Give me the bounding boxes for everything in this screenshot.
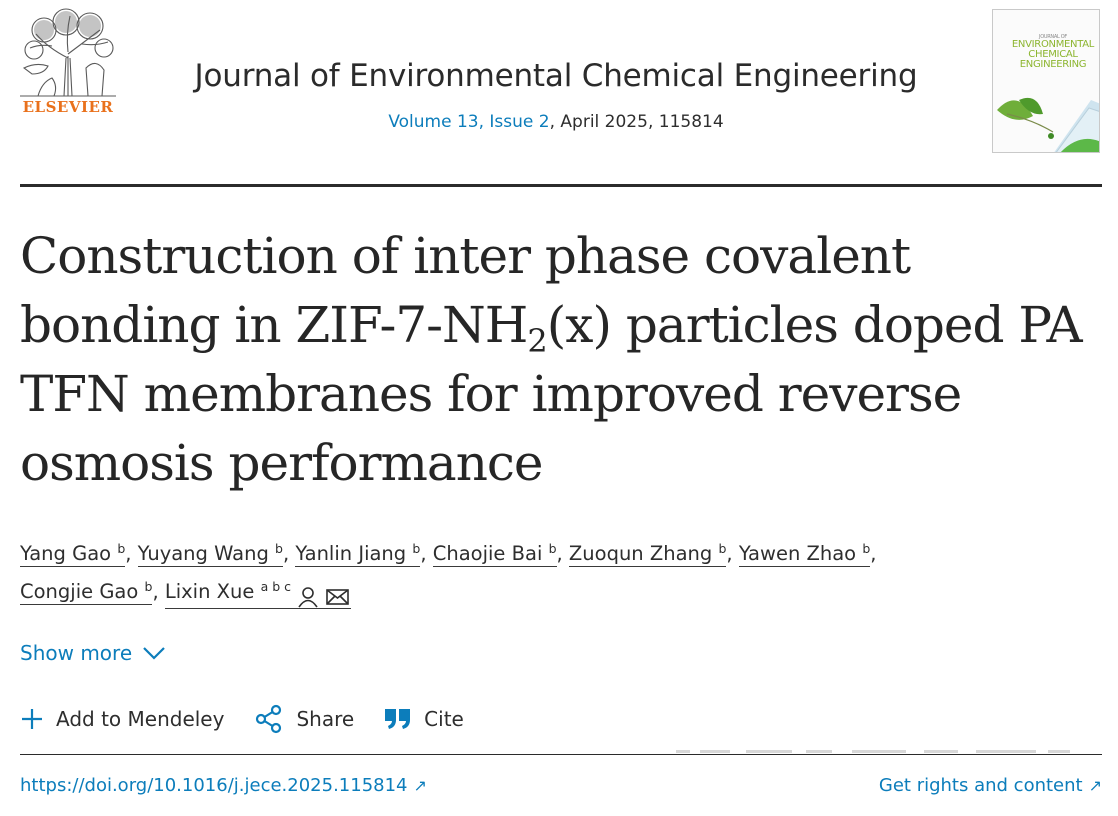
cover-title: JOURNAL OF ENVIRONMENTAL CHEMICAL ENGINE… xyxy=(1007,34,1099,70)
cover-title-pre: JOURNAL OF xyxy=(1039,34,1067,40)
author-affiliation: b xyxy=(144,579,153,594)
author-link[interactable]: Yawen Zhao b xyxy=(738,541,871,567)
article-title: Construction of inter phase covalent bon… xyxy=(20,222,1100,498)
author-item: Lixin Xue a b c xyxy=(164,580,351,609)
title-subscript: 2 xyxy=(527,322,547,360)
person-icon xyxy=(298,586,318,607)
elsevier-wordmark: ELSEVIER xyxy=(22,98,114,116)
share-label: Share xyxy=(296,707,355,731)
doi-text: https://doi.org/10.1016/j.jece.2025.1158… xyxy=(20,775,408,796)
author-item: Yanlin Jiang b, xyxy=(295,541,427,567)
cover-art-leaf-flask xyxy=(997,97,1099,152)
author-affiliation: b xyxy=(117,541,126,556)
envelope-icon xyxy=(326,588,349,605)
author-affiliation: b xyxy=(412,541,421,556)
get-rights-link[interactable]: Get rights and content ↗ xyxy=(879,775,1102,796)
author-affiliation: b xyxy=(275,541,283,556)
author-link[interactable]: Yanlin Jiang b xyxy=(295,541,421,567)
author-link-corresponding[interactable]: Lixin Xue a b c xyxy=(164,579,351,609)
decorative-divider-artifact xyxy=(676,750,1070,753)
title-text-part2: (x) particles doped PA TFN membranes for… xyxy=(20,296,1083,492)
author-link[interactable]: Chaojie Bai b xyxy=(432,541,557,567)
author-item: Congjie Gao b, xyxy=(20,579,159,605)
external-arrow-icon: ↗ xyxy=(1088,776,1102,795)
share-button[interactable]: Share xyxy=(254,704,354,734)
author-affiliation: b xyxy=(862,541,871,556)
article-actions-bar: Add to Mendeley Share Cite xyxy=(20,704,494,734)
author-contact-icons xyxy=(297,584,351,608)
author-link[interactable]: Yuyang Wang b xyxy=(137,541,283,567)
chevron-down-icon xyxy=(143,647,165,660)
author-item: Zuoqun Zhang b, xyxy=(568,541,733,567)
author-link[interactable]: Zuoqun Zhang b xyxy=(568,541,727,567)
author-item: Chaojie Bai b, xyxy=(432,541,563,567)
author-item: Yang Gao b, xyxy=(20,541,132,567)
show-more-button[interactable]: Show more xyxy=(20,641,166,665)
elsevier-tree-logo-icon xyxy=(20,8,116,97)
title-text-part1: Construction of inter phase covalent bon… xyxy=(20,227,911,354)
journal-cover-image[interactable]: JOURNAL OF ENVIRONMENTAL CHEMICAL ENGINE… xyxy=(992,9,1100,153)
author-item: Yuyang Wang b, xyxy=(137,541,290,567)
add-to-mendeley-label: Add to Mendeley xyxy=(56,707,225,731)
share-icon xyxy=(256,704,282,734)
issue-date-article-number: , April 2025, 115814 xyxy=(549,112,724,132)
cover-title-line2: CHEMICAL xyxy=(1028,49,1078,60)
doi-link[interactable]: https://doi.org/10.1016/j.jece.2025.1158… xyxy=(20,775,427,796)
author-list: Yang Gao b, Yuyang Wang b, Yanlin Jiang … xyxy=(20,535,1100,611)
get-rights-text: Get rights and content xyxy=(878,775,1083,796)
author-affiliation: b xyxy=(718,541,727,556)
external-arrow-icon: ↗ xyxy=(413,776,427,795)
cite-button[interactable]: Cite xyxy=(384,707,464,731)
cite-label: Cite xyxy=(424,707,464,731)
issue-line: Volume 13, Issue 2, April 2025, 115814 xyxy=(159,112,953,132)
author-affiliation: b xyxy=(548,541,557,556)
issue-link[interactable]: Volume 13, Issue 2 xyxy=(388,112,550,132)
elsevier-logo[interactable] xyxy=(18,8,118,118)
quote-icon xyxy=(385,709,411,729)
actions-divider xyxy=(20,754,1102,755)
add-to-mendeley-button[interactable]: Add to Mendeley xyxy=(20,707,224,731)
show-more-label: Show more xyxy=(20,641,133,665)
plus-icon xyxy=(22,709,42,729)
header-divider xyxy=(20,184,1102,187)
author-link[interactable]: Congjie Gao b xyxy=(20,579,153,605)
author-item: Yawen Zhao b, xyxy=(738,541,877,567)
author-affiliation: a b c xyxy=(260,579,291,594)
journal-title[interactable]: Journal of Environmental Chemical Engine… xyxy=(194,58,918,94)
cover-title-line1: ENVIRONMENTAL xyxy=(1011,39,1095,50)
cover-title-line3: ENGINEERING xyxy=(1019,59,1087,70)
author-link[interactable]: Yang Gao b xyxy=(20,541,126,567)
